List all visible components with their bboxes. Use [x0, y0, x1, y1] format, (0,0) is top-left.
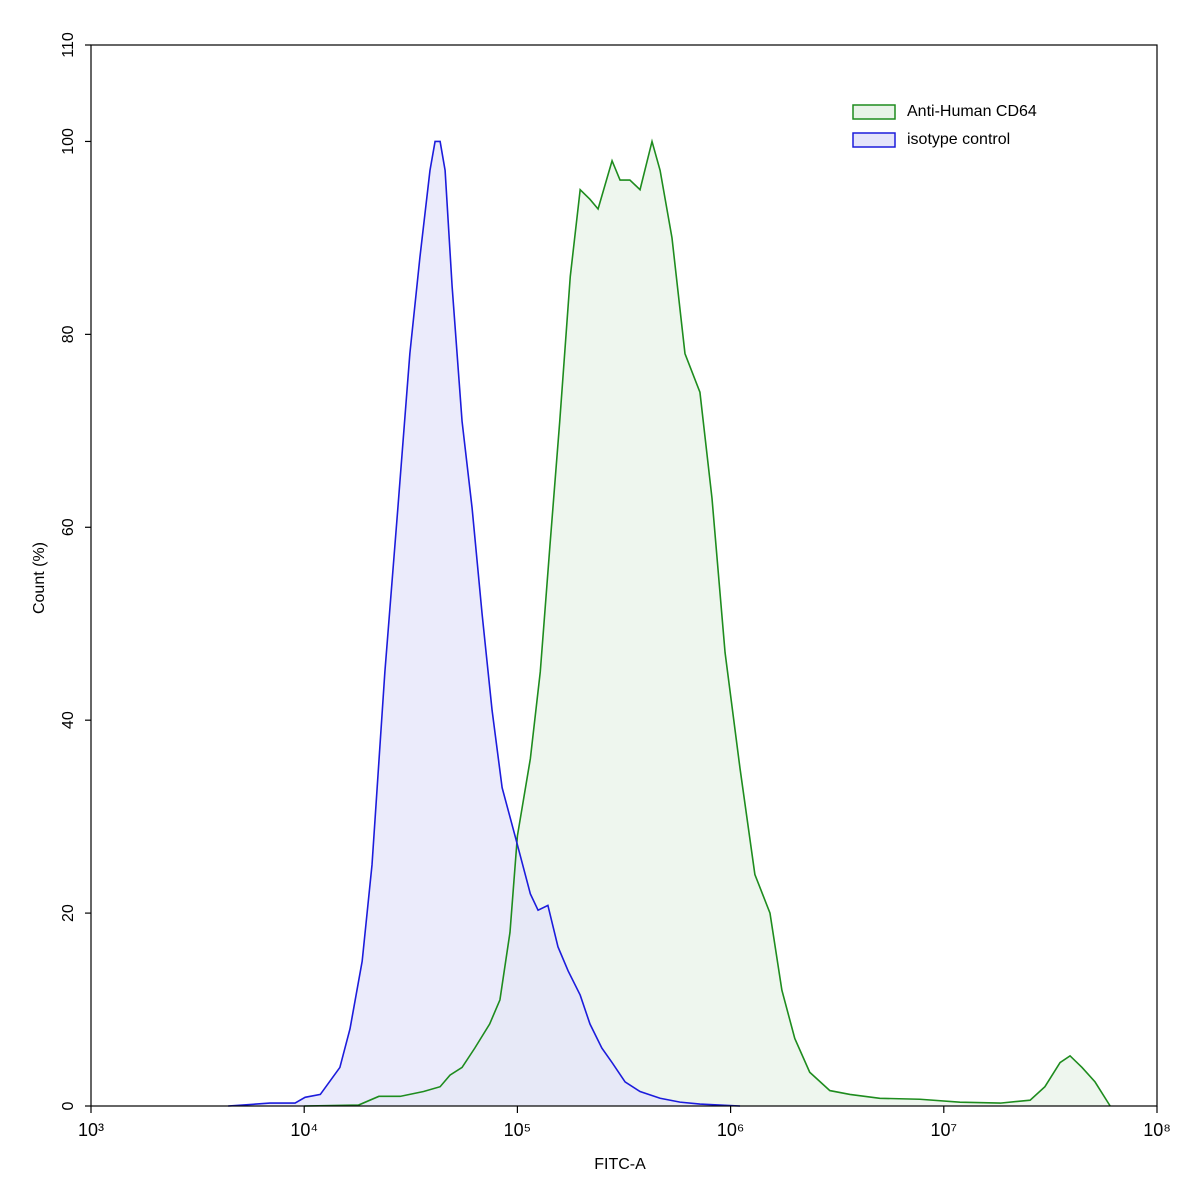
y-tick-label: 110: [60, 32, 77, 58]
legend-swatch: [852, 104, 896, 120]
y-tick-label: 100: [60, 128, 77, 155]
x-axis-label: FITC-A: [594, 1156, 646, 1173]
y-tick-label: 40: [60, 711, 77, 729]
x-tick-label: 10³: [78, 1120, 104, 1140]
y-tick-label: 0: [60, 1101, 77, 1110]
legend-label: isotype control: [907, 131, 1010, 148]
plot-frame: [90, 44, 1158, 1107]
y-tick-label: 60: [60, 518, 77, 536]
y-tick-label: 80: [60, 325, 77, 343]
x-tick-label: 10⁵: [504, 1120, 531, 1140]
y-tick-label: 20: [60, 904, 77, 922]
x-tick-label: 10⁸: [1143, 1120, 1171, 1140]
series-line: [304, 138, 1111, 1107]
legend-label: Anti-Human CD64: [907, 103, 1037, 120]
series-line: [228, 140, 741, 1107]
y-axis-label: Count (%): [31, 542, 48, 614]
series-area: [304, 141, 1111, 1106]
series-area: [228, 141, 741, 1106]
legend-swatch: [852, 132, 896, 148]
x-tick-label: 10⁷: [931, 1120, 958, 1140]
x-tick-label: 10⁴: [290, 1120, 318, 1140]
x-tick-label: 10⁶: [717, 1120, 744, 1140]
